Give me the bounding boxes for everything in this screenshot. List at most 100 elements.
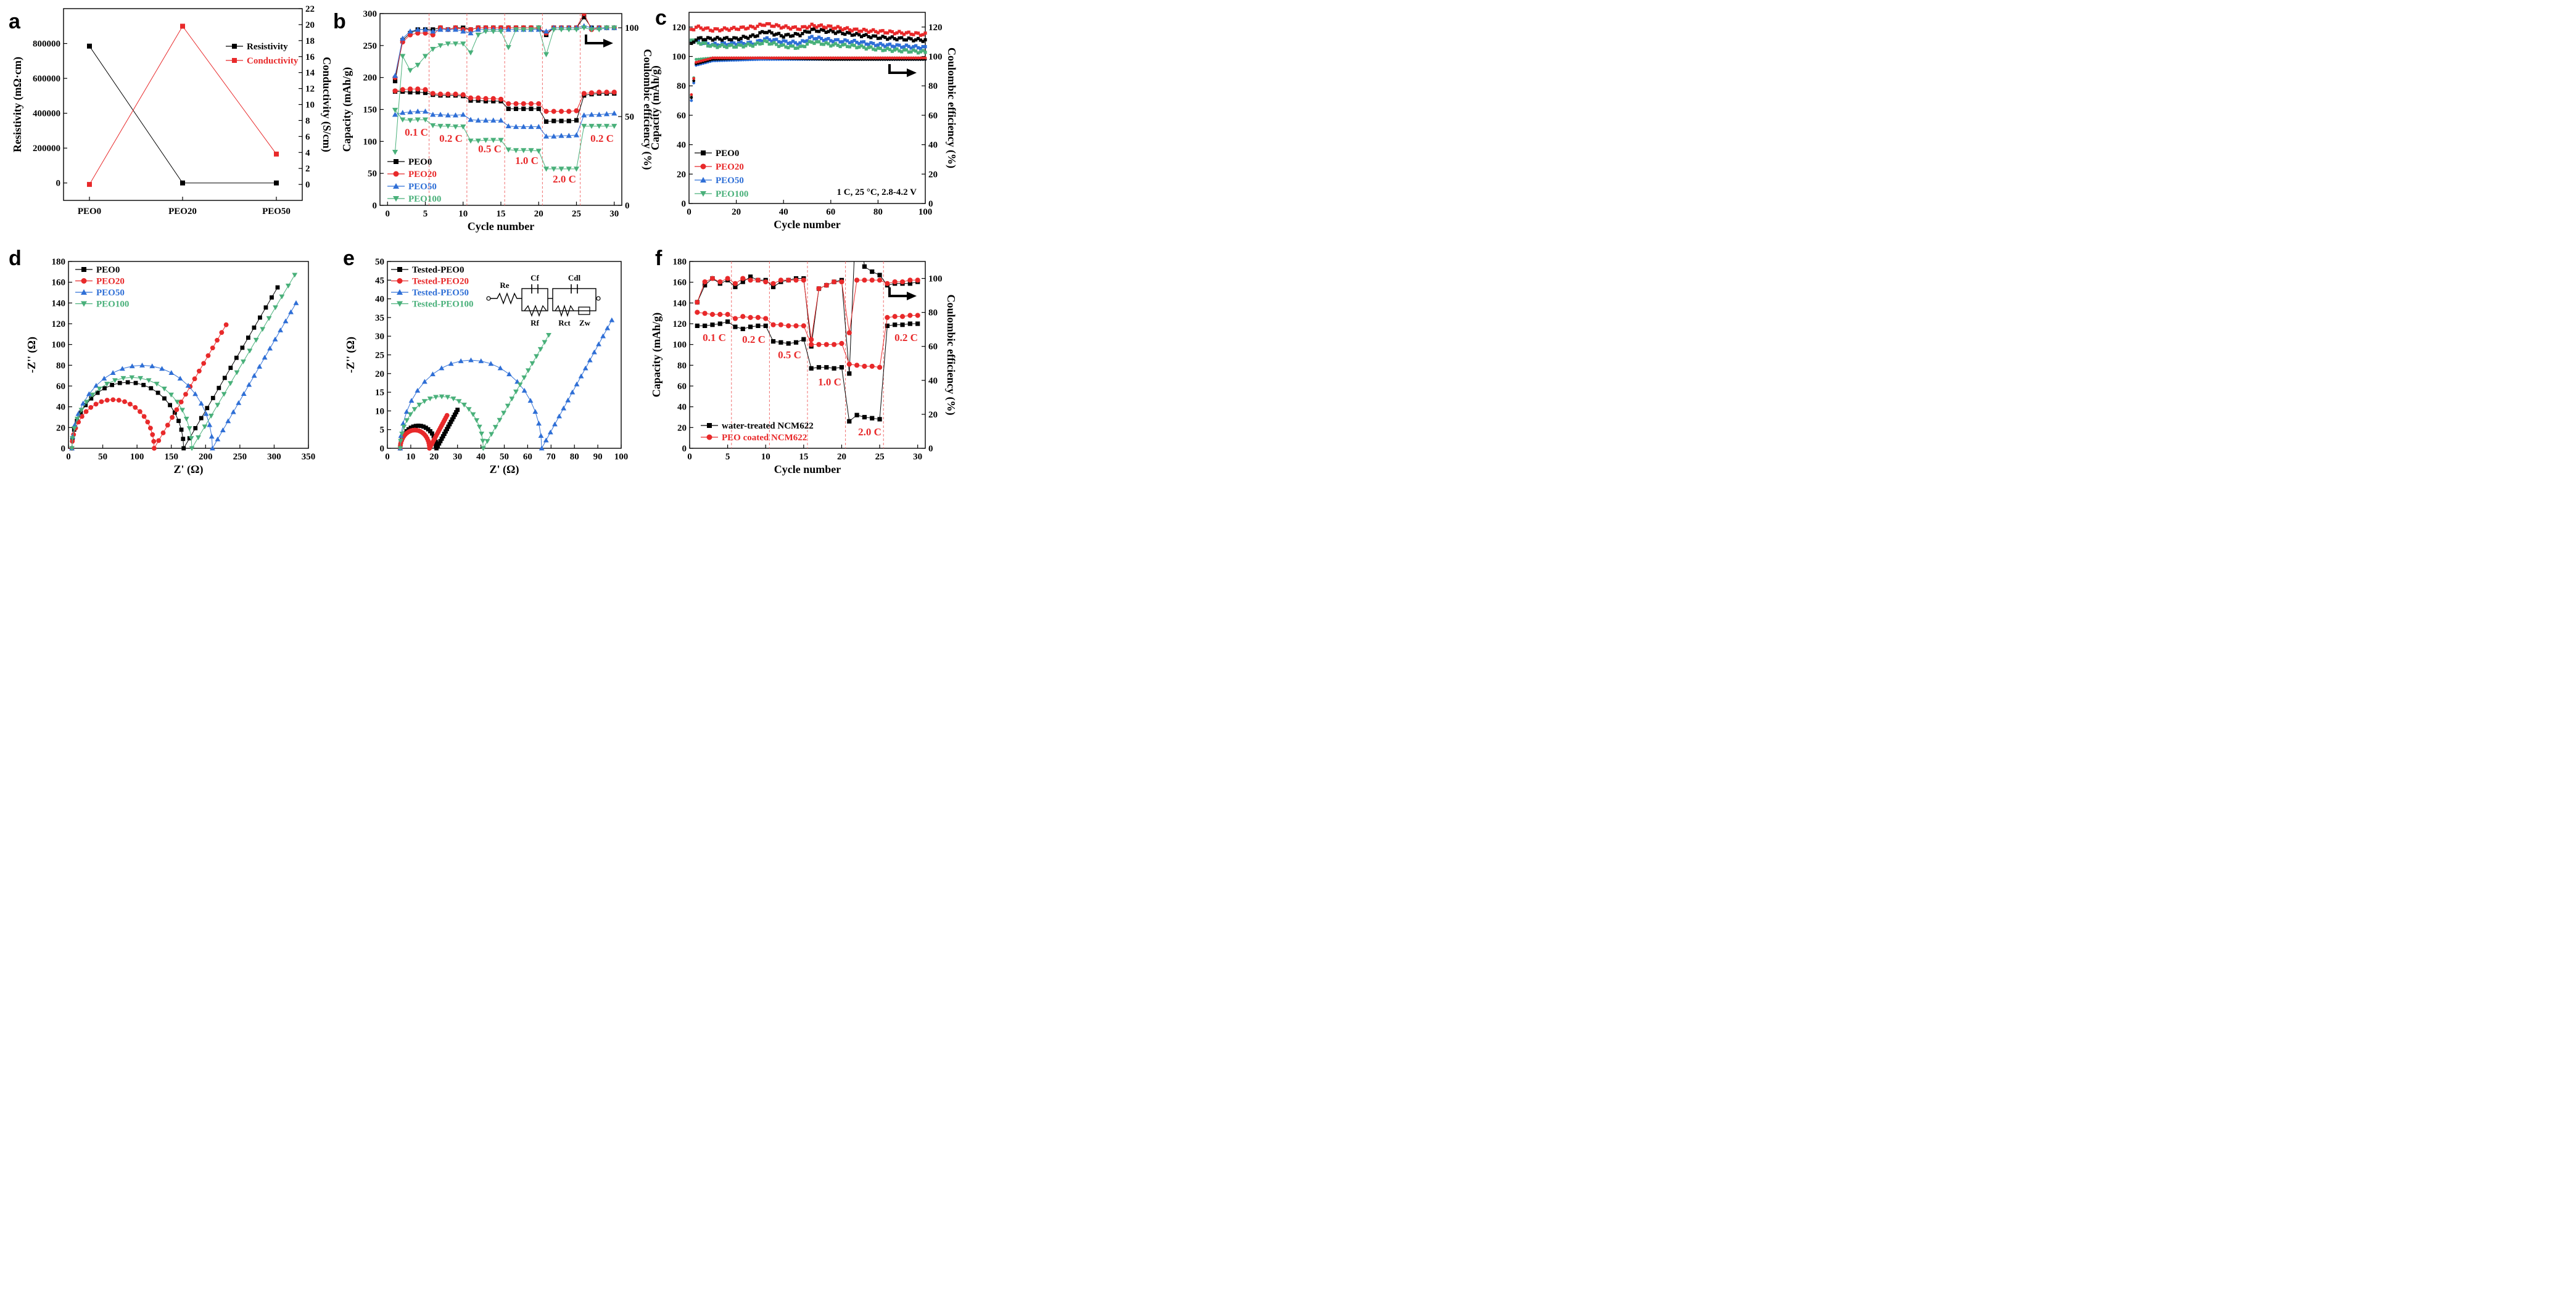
ce-point-water-treated-ncm622 <box>847 371 852 376</box>
capacity-point-peo50 <box>415 109 421 114</box>
data-point-tested-peo20 <box>444 413 450 418</box>
data-point-peo20 <box>160 430 166 435</box>
capacity-point-water-treated-ncm622 <box>801 337 806 342</box>
capacity-point-peo20 <box>765 22 769 26</box>
data-point-peo0 <box>240 345 245 350</box>
data-point-tested-peo50 <box>408 398 415 403</box>
x-category-label: PEO0 <box>78 207 101 216</box>
capacity-point-peo0 <box>895 38 899 42</box>
capacity-point-peo50 <box>422 109 429 114</box>
ce-point-peo20 <box>704 58 708 62</box>
capacity-point-peo0 <box>741 35 745 38</box>
capacity-point-peo20 <box>437 91 444 97</box>
ce-point-peo100 <box>407 68 413 73</box>
capacity-point-peo0 <box>886 38 890 41</box>
data-point-tested-peo0 <box>424 425 428 430</box>
legend-label: PEO20 <box>408 170 437 179</box>
capacity-point-peo20 <box>483 96 489 101</box>
capacity-point-peo100 <box>460 124 466 130</box>
capacity-point-water-treated-ncm622 <box>733 324 738 329</box>
ce-point-peo100 <box>468 50 474 55</box>
circuit-label-re: Re <box>500 281 509 290</box>
data-point-peo0 <box>179 427 184 432</box>
y2-tick-label: 80 <box>928 308 938 318</box>
capacity-point-peo100 <box>812 41 816 45</box>
capacity-point-peo20 <box>852 27 856 31</box>
data-point-peo50 <box>72 422 78 427</box>
y-tick-label: 25 <box>375 351 384 361</box>
ce-point-peo20 <box>860 56 863 60</box>
data-point-tested-peo50 <box>415 387 421 393</box>
ce-point-peo20 <box>857 56 861 60</box>
ce-point-peo20 <box>758 56 762 60</box>
data-point-peo50 <box>207 422 213 427</box>
capacity-point-peo100 <box>921 49 925 52</box>
capacity-point-peo-coated-ncm622 <box>778 322 783 327</box>
capacity-point-peo-coated-ncm622 <box>801 323 806 329</box>
capacity-point-peo0 <box>574 118 579 123</box>
legend-marker <box>81 289 87 295</box>
x-tick-label: 30 <box>453 452 462 462</box>
capacity-point-peo20 <box>862 28 866 31</box>
ce-point-peo20 <box>867 56 870 60</box>
capacity-point-peo20 <box>490 96 496 101</box>
data-point-peo20 <box>133 405 138 410</box>
capacity-point-peo100 <box>919 50 922 54</box>
ce-point-peo0 <box>690 96 693 99</box>
capacity-point-peo20 <box>468 95 474 101</box>
capacity-point-peo100 <box>904 48 908 52</box>
data-point-tested-peo50 <box>527 398 534 403</box>
capacity-point-peo50 <box>883 44 887 48</box>
capacity-point-peo50 <box>846 39 849 43</box>
ce-point-peo100 <box>535 25 542 31</box>
y-tick-label: 80 <box>677 81 686 91</box>
capacity-point-peo0 <box>708 36 712 40</box>
data-point-peo50 <box>159 366 165 371</box>
capacity-point-peo20 <box>857 30 861 33</box>
x-tick-label: 15 <box>497 209 506 219</box>
x-tick-label: 25 <box>572 209 581 219</box>
capacity-point-peo100 <box>746 42 750 46</box>
capacity-point-peo50 <box>850 40 854 44</box>
capacity-point-peo100 <box>770 42 774 46</box>
data-point-conductivity <box>87 182 92 187</box>
ce-point-peo100 <box>475 32 481 38</box>
x-axis-title: Cycle number <box>468 220 534 232</box>
capacity-point-peo20 <box>893 32 896 36</box>
rate-label: 0.5 C <box>478 143 502 155</box>
capacity-point-peo50 <box>558 133 564 138</box>
capacity-point-water-treated-ncm622 <box>885 323 890 328</box>
y-axis-title: Capacity (mAh/g) <box>649 65 662 150</box>
y-tick-label: 35 <box>375 313 384 323</box>
x-tick-label: 5 <box>423 209 428 219</box>
data-point-peo100 <box>96 386 102 392</box>
ce-point-peo20 <box>914 56 918 60</box>
data-point-tested-peo50 <box>430 371 436 377</box>
ce-point-peo20 <box>807 56 811 60</box>
x-tick-label: 250 <box>233 452 247 462</box>
ce-point-peo20 <box>789 56 793 60</box>
data-point-peo0 <box>181 446 186 451</box>
capacity-point-peo100 <box>468 138 474 144</box>
data-point-peo20 <box>152 446 157 451</box>
data-point-peo20 <box>210 345 215 351</box>
data-point-peo50 <box>129 363 135 369</box>
data-point-peo100 <box>89 392 96 398</box>
capacity-point-peo50 <box>909 46 913 50</box>
y2-axis-title: Coulombic efficiency (%) <box>945 47 958 168</box>
capacity-point-peo100 <box>430 123 436 129</box>
capacity-point-peo20 <box>761 23 764 27</box>
ce-point-peo-coated-ncm622 <box>846 330 852 335</box>
capacity-point-peo100 <box>843 43 847 46</box>
data-point-tested-peo100 <box>501 411 506 416</box>
data-point-peo100 <box>186 426 192 432</box>
data-point-tested-peo100 <box>397 446 403 451</box>
x-tick-label: 40 <box>779 207 788 217</box>
capacity-point-peo100 <box>798 44 802 48</box>
data-point-tested-peo100 <box>525 368 531 374</box>
data-point-peo20 <box>110 397 116 403</box>
x-tick-label: 10 <box>761 452 770 462</box>
capacity-point-peo50 <box>735 43 738 46</box>
data-point-peo50 <box>119 366 125 371</box>
ce-point-peo-coated-ncm622 <box>740 276 746 281</box>
